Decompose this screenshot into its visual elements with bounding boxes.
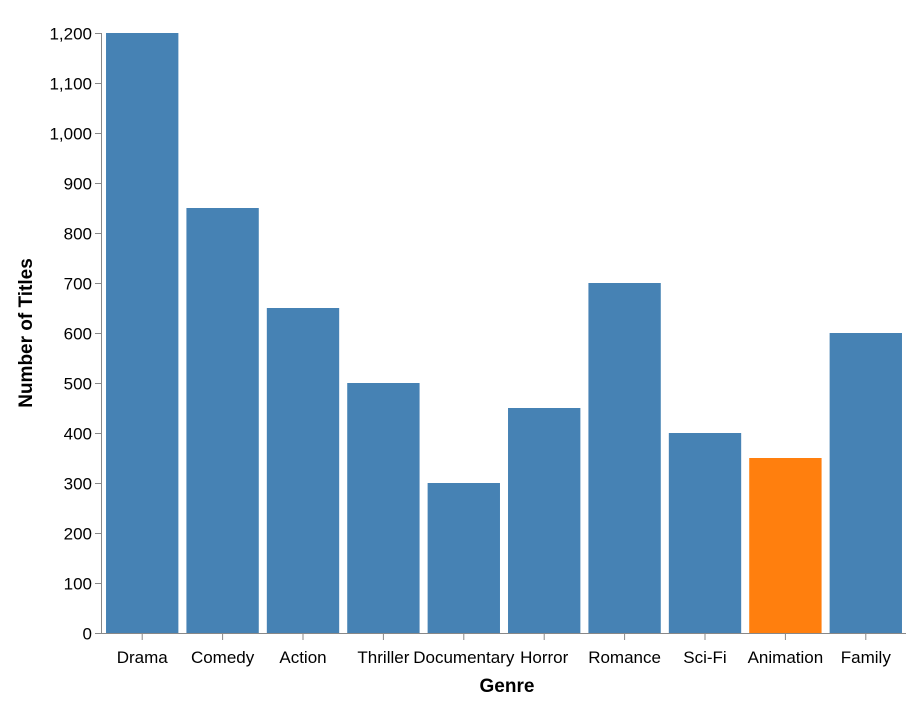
x-tick-label: Romance	[588, 648, 661, 667]
y-tick-label: 400	[64, 425, 92, 444]
y-tick-label: 900	[64, 175, 92, 194]
x-axis: Drama Comedy Action Thriller Documentary Horr…	[102, 633, 906, 667]
y-tick-label: 800	[64, 225, 92, 244]
x-tick-label: Drama	[117, 648, 169, 667]
y-tick-label: 100	[64, 575, 92, 594]
y-tick-label: 1,200	[49, 25, 92, 44]
x-tick-label: Animation	[748, 648, 824, 667]
bar-drama	[106, 33, 179, 633]
y-tick-label: 700	[64, 275, 92, 294]
x-tick-label: Comedy	[191, 648, 255, 667]
y-tick-label: 500	[64, 375, 92, 394]
bar-sci-fi	[668, 433, 742, 633]
x-axis-title: Genre	[480, 676, 535, 697]
bars-layer	[106, 33, 902, 633]
y-axis: 0 100 200 300 400 500 600 700 800 900 1,000 1,100 1,…	[49, 25, 102, 644]
x-tick-label: Family	[841, 648, 892, 667]
x-tick-label: Documentary	[413, 648, 515, 667]
bar-animation	[749, 458, 822, 633]
bar-action	[266, 308, 340, 633]
x-tick-label: Horror	[520, 648, 569, 667]
bar-thriller	[347, 383, 420, 633]
y-tick-label: 200	[64, 525, 92, 544]
y-tick-label: 600	[64, 325, 92, 344]
y-tick-label: 1,000	[49, 125, 92, 144]
y-tick-label: 0	[83, 625, 92, 644]
x-tick-label: Thriller	[357, 648, 409, 667]
bar-romance	[588, 283, 661, 633]
bar-family	[829, 333, 902, 633]
y-tick-label: 1,100	[49, 75, 92, 94]
y-axis-title: Number of Titles	[16, 258, 37, 408]
bar-documentary	[427, 483, 500, 633]
x-tick-label: Action	[279, 648, 326, 667]
y-tick-label: 300	[64, 475, 92, 494]
bar-horror	[508, 408, 581, 633]
x-tick-label: Sci-Fi	[683, 648, 726, 667]
bar-comedy	[186, 208, 259, 633]
